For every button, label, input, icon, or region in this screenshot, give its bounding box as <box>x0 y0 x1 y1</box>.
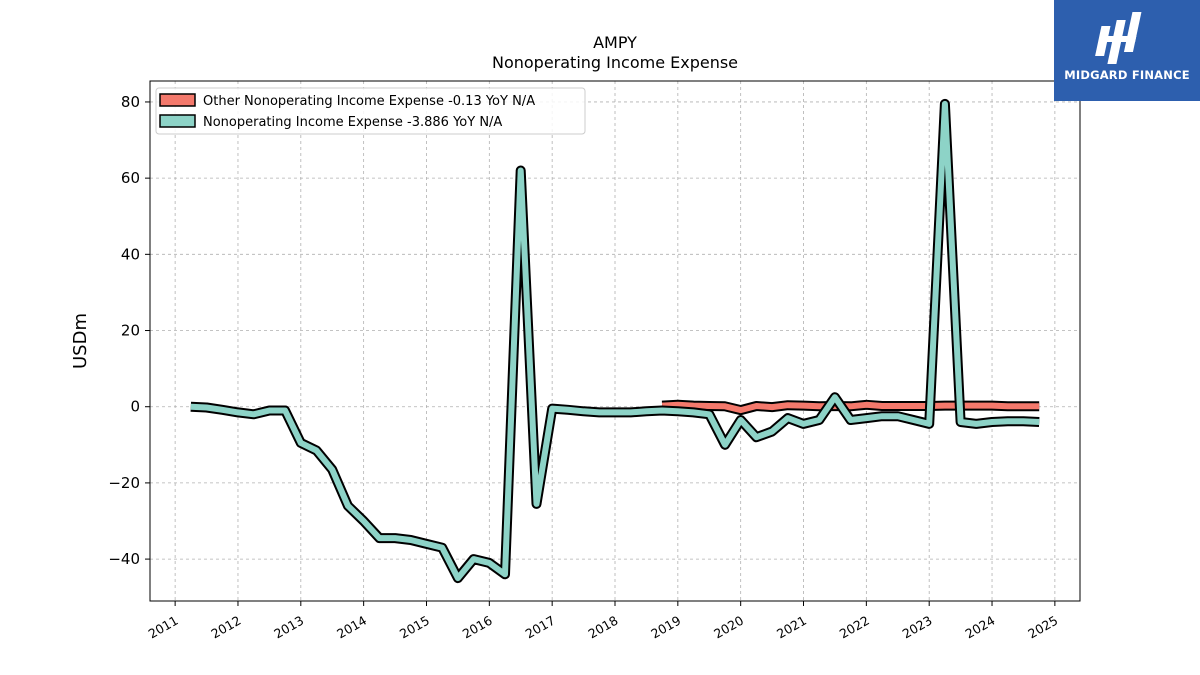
x-tick-label: 2020 <box>711 613 746 642</box>
x-tick-label: 2023 <box>900 613 935 642</box>
logo-mark-icon <box>1095 12 1142 64</box>
chart-title: AMPY <box>593 33 637 52</box>
y-tick-label: 20 <box>121 322 140 340</box>
y-tick-label: −40 <box>108 550 140 568</box>
chart-subtitle: Nonoperating Income Expense <box>492 53 738 72</box>
y-tick-label: 60 <box>121 169 140 187</box>
y-tick-label: 40 <box>121 245 140 263</box>
brand-logo: MIDGARD FINANCE <box>1054 0 1200 101</box>
x-tick-label: 2025 <box>1025 613 1060 642</box>
series-line-nonoperating <box>190 100 1040 582</box>
x-tick-label: 2019 <box>648 613 683 642</box>
x-tick-label: 2018 <box>585 613 620 642</box>
x-axis: 2011 2012 2013 2014 2015 2016 2017 2018 2019 2020… <box>146 601 1060 642</box>
x-tick-label: 2017 <box>523 613 558 642</box>
y-tick-label: −20 <box>108 474 140 492</box>
y-axis-label: USDm <box>70 313 91 369</box>
x-tick-label: 2014 <box>334 613 369 642</box>
x-tick-label: 2024 <box>962 613 997 642</box>
legend-swatch-nonoperating <box>159 114 196 128</box>
legend: Other Nonoperating Income Expense -0.13 … <box>155 87 586 135</box>
legend-label-nonoperating: Nonoperating Income Expense -3.886 YoY N… <box>203 115 502 130</box>
x-tick-label: 2012 <box>208 613 243 642</box>
x-tick-label: 2013 <box>271 613 306 642</box>
x-tick-label: 2016 <box>460 613 495 642</box>
series-lines <box>190 98 1040 584</box>
legend-box <box>155 87 586 135</box>
x-tick-label: 2021 <box>774 613 809 642</box>
logo-text: MIDGARD FINANCE <box>1064 68 1190 82</box>
legend-label-other-nonoperating: Other Nonoperating Income Expense -0.13 … <box>203 94 535 109</box>
series-line-other-nonoperating <box>661 401 1040 414</box>
grid <box>150 81 1080 601</box>
x-tick-label: 2011 <box>146 613 181 642</box>
y-axis: −40 −20 0 20 40 60 80 <box>108 93 150 568</box>
y-tick-label: 0 <box>130 398 140 416</box>
x-tick-label: 2022 <box>837 613 872 642</box>
x-tick-label: 2015 <box>397 613 432 642</box>
legend-swatch-other-nonoperating <box>159 93 196 107</box>
y-tick-label: 80 <box>121 93 140 111</box>
